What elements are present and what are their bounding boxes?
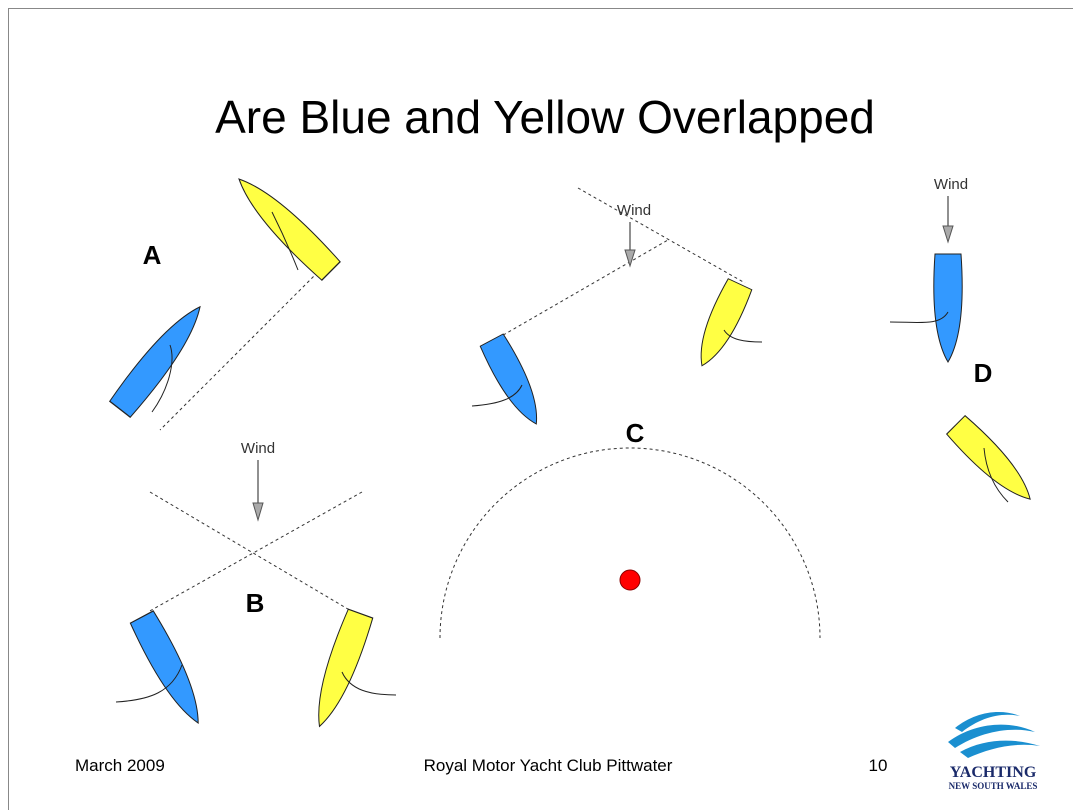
label: A [143,240,162,270]
scenario-b: Wind B [115,440,397,732]
scenario-a: A [108,168,342,431]
overlap-line [577,187,746,284]
tiller [115,664,183,703]
tiller [723,329,763,343]
scenario-d: Wind D [889,176,1041,510]
slide-border [8,8,1073,810]
tiller [889,311,949,324]
tiller [471,384,523,407]
wind-label: Wind [241,440,275,457]
tiller [341,671,397,696]
scenario-c: Wind C [439,187,821,639]
yellow-boat [228,168,342,282]
yellow-boat [305,608,375,732]
logo: YACHTING NEW SOUTH WALES [948,712,1040,791]
label: D [974,358,993,388]
sail [151,344,173,413]
overlap-line [149,491,359,616]
logo-wave [955,712,1020,732]
wind-label: Wind [934,176,968,193]
slide-title: Are Blue and Yellow Overlapped [215,91,875,143]
blue-boat [933,253,963,363]
logo-wave [948,724,1035,748]
wind-arrowhead [942,225,954,244]
zone-arc [439,447,821,639]
yellow-boat [688,277,754,373]
wind-arrowhead [252,502,264,522]
sail [271,211,299,271]
yellow-boat [945,414,1041,510]
label: C [626,418,645,448]
overlap-line [147,491,363,613]
label: B [246,588,265,618]
overlap-line [159,267,323,431]
wind-label: Wind [617,202,651,219]
logo-wave [960,740,1040,758]
overlap-line [497,239,669,339]
sail [983,447,1009,503]
blue-boat [478,332,550,432]
footer-date: March 2009 [75,756,165,775]
footer-org: Royal Motor Yacht Club Pittwater [424,756,673,775]
wind-arrowhead [624,249,636,268]
blue-boat [128,609,212,731]
logo-name: YACHTING [950,764,1037,781]
mark [619,569,641,591]
logo-region: NEW SOUTH WALES [949,781,1038,791]
page-number: 10 [869,756,888,775]
